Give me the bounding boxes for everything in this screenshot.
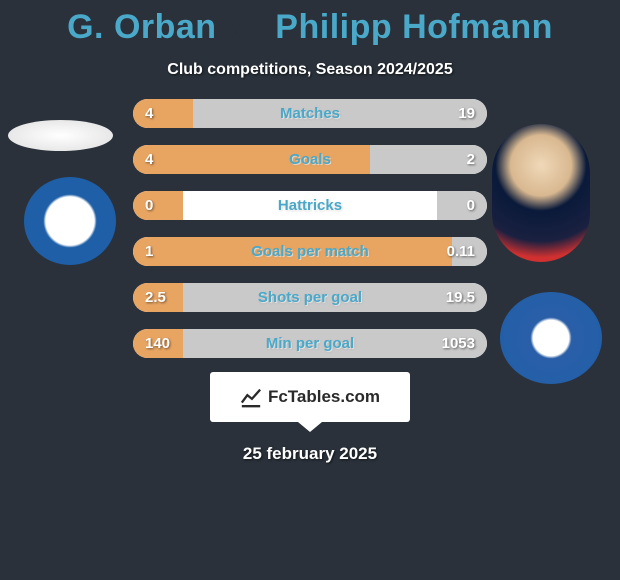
stat-row: 419Matches (133, 99, 487, 128)
stat-value-left: 4 (133, 145, 165, 174)
stat-bar-left (133, 145, 370, 174)
stat-value-right: 1053 (430, 329, 487, 358)
comparison-date: 25 february 2025 (0, 444, 620, 464)
player2-club-crest (500, 292, 602, 384)
stat-bar-left (133, 237, 452, 266)
stat-value-left: 1 (133, 237, 165, 266)
vs-separator: vs (217, 8, 276, 46)
stat-value-left: 0 (133, 191, 165, 220)
badge-text: FcTables.com (268, 387, 380, 407)
stat-row: 0 0Hattricks (133, 191, 487, 220)
stat-row: 1401053Min per goal (133, 329, 487, 358)
player2-name: Philipp Hofmann (275, 8, 553, 46)
stat-row: 10.11Goals per match (133, 237, 487, 266)
stat-row: 2.519.5Shots per goal (133, 283, 487, 312)
stat-value-right: 2 (455, 145, 487, 174)
stat-value-right: 19.5 (434, 283, 487, 312)
stat-value-left: 2.5 (133, 283, 178, 312)
player2-photo (492, 124, 590, 262)
player1-name: G. Orban (67, 8, 216, 46)
stat-label: Hattricks (133, 197, 487, 214)
comparison-title: G. Orban vs Philipp Hofmann (0, 0, 620, 47)
stat-row: 42Goals (133, 145, 487, 174)
stat-value-right: 19 (446, 99, 487, 128)
season-subtitle: Club competitions, Season 2024/2025 (0, 61, 620, 79)
stat-value-right: 0.11 (435, 237, 487, 266)
player1-photo (8, 120, 113, 151)
fctables-badge: FcTables.com (210, 372, 410, 422)
player1-club-crest (24, 177, 116, 265)
stats-container: 419Matches42Goals00Hattricks10.11Goals p… (133, 99, 487, 358)
stat-value-left: 140 (133, 329, 182, 358)
stat-value-right: 0 (455, 191, 487, 220)
chart-icon (240, 386, 262, 408)
stat-value-left: 4 (133, 99, 165, 128)
stat-bar-right (193, 99, 487, 128)
